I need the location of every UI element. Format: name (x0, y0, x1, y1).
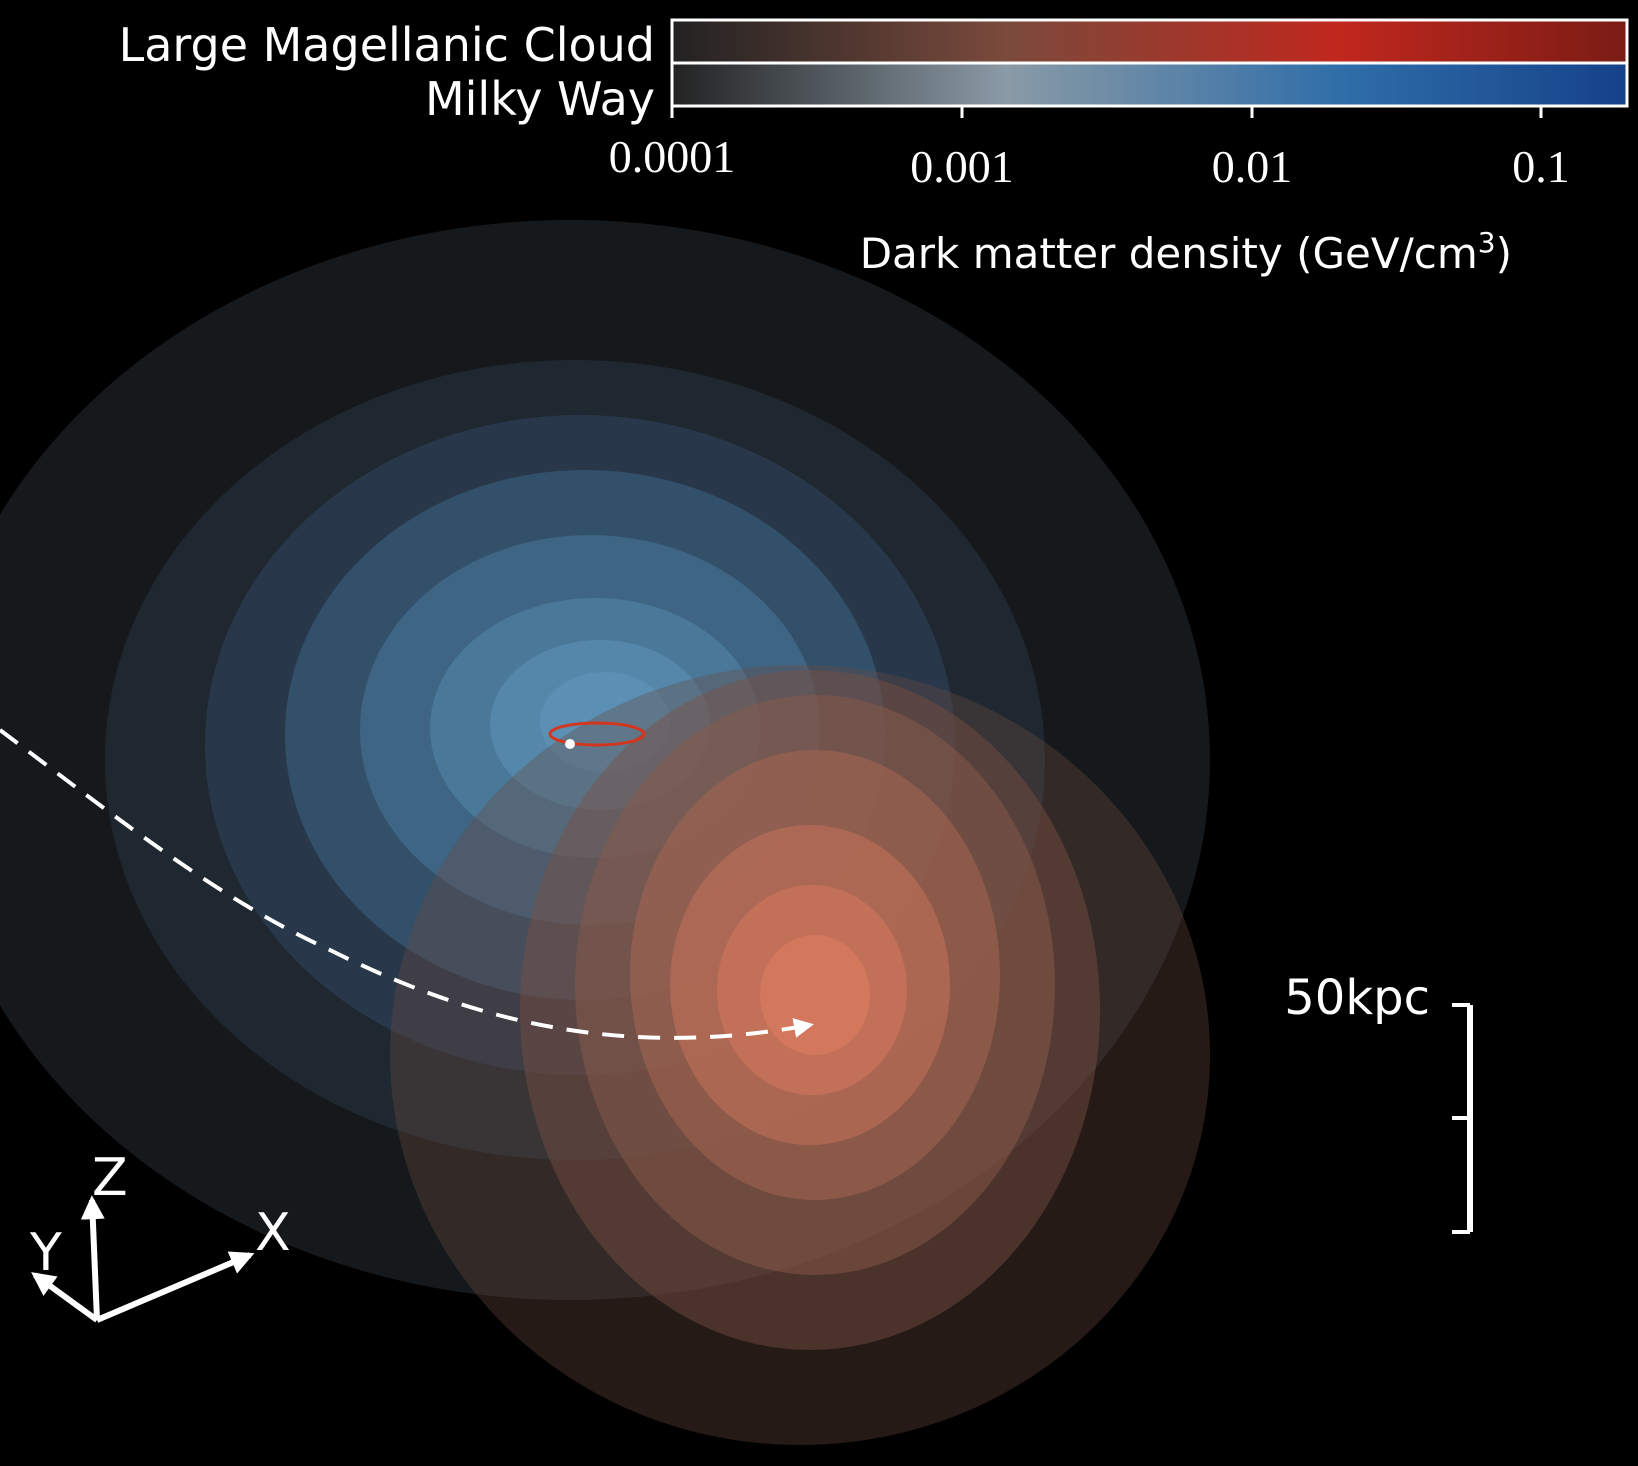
scale-bar-label: 50kpc (1284, 970, 1430, 1026)
x-axis-label: X (255, 1203, 291, 1263)
sun-marker (565, 739, 575, 749)
axis-label-close: ) (1496, 229, 1512, 278)
z-axis-label: Z (92, 1148, 128, 1208)
tick-label-3: 0.01 (1212, 141, 1293, 192)
z-axis-arrow (80, 1195, 105, 1321)
axis-label-main: Dark matter density (GeV/cm (860, 229, 1478, 278)
y-axis-arrow (31, 1272, 99, 1323)
mw-colorbar (670, 61, 1629, 108)
legend: Large Magellanic Cloud Milky Way 0.0001 … (0, 0, 1638, 210)
tick-label-4: 0.1 (1512, 141, 1570, 192)
x-axis-arrow (95, 1251, 255, 1323)
mw-label: Milky Way (425, 72, 655, 126)
axes-triad (31, 1195, 255, 1323)
tick-label-2: 0.001 (910, 141, 1014, 192)
axis-label-superscript: 3 (1478, 226, 1496, 259)
lmc-halo (390, 665, 1210, 1445)
galactic-disk-ring (548, 721, 646, 747)
scale-bar: 50kpc (1284, 970, 1473, 1234)
tick-label-1: 0.0001 (609, 131, 736, 182)
colorbar-ticks (670, 106, 1543, 118)
colorbar-axis-label: Dark matter density (GeV/cm3) (860, 226, 1512, 278)
lmc-colorbar (670, 18, 1629, 65)
lmc-label: Large Magellanic Cloud (119, 18, 655, 72)
lmc-contour-7 (760, 935, 870, 1055)
lmc-orbit-path (0, 728, 814, 1040)
y-axis-label: Y (29, 1223, 62, 1283)
